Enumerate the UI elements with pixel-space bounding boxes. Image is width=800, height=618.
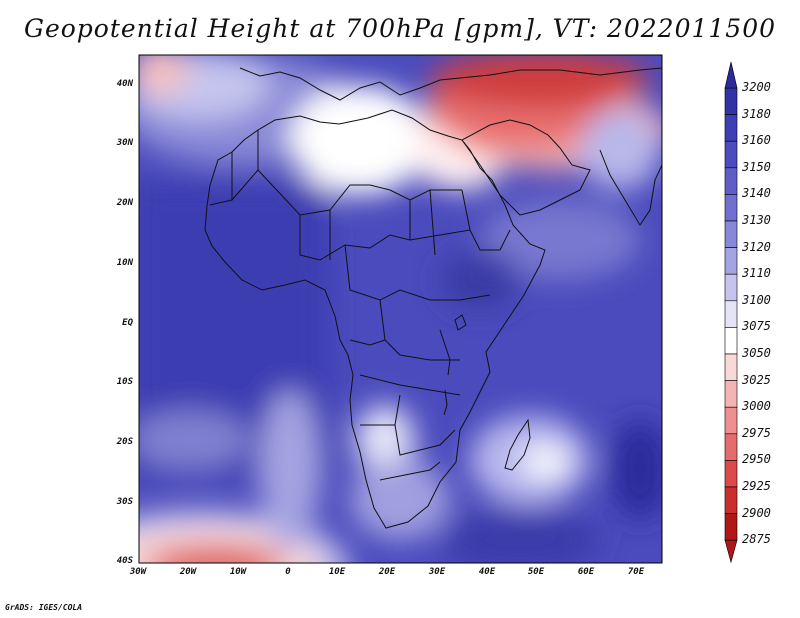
colorbar-level-label: 2950 (742, 452, 771, 467)
colorbar-level-label: 3130 (742, 213, 771, 227)
colorbar-level-label: 3160 (742, 133, 771, 148)
colorbar-swatch (724, 194, 738, 222)
colorbar-level-label: 2975 (742, 425, 771, 440)
colorbar-top-triangle (724, 61, 738, 89)
colorbar-level-label: 3150 (742, 159, 771, 174)
colorbar-swatch (724, 167, 738, 195)
y-tick-label: 10N (116, 258, 133, 268)
colorbar-swatch (724, 114, 738, 142)
colorbar-level-label: 3200 (742, 80, 771, 94)
x-tick-label: 30W (129, 567, 147, 577)
colorbar-level-label: 3100 (742, 292, 771, 307)
colorbar-level-label: 2875 (742, 532, 771, 547)
y-tick-label: 20N (116, 198, 133, 208)
colorbar-swatch (724, 406, 738, 435)
colorbar (724, 61, 738, 564)
india-coastline (599, 149, 662, 226)
colorbar-swatch (724, 486, 738, 514)
y-tick-label: 40N (116, 79, 133, 89)
y-tick-label: 40S (116, 556, 133, 566)
colorbar-swatch (724, 380, 738, 408)
colorbar-swatch (724, 433, 738, 461)
africa-coastline (204, 109, 546, 529)
colorbar-level-label: 3140 (742, 186, 771, 201)
x-tick-label: 10E (328, 567, 346, 577)
colorbar-swatch (724, 140, 738, 169)
x-tick-label: 60E (577, 567, 595, 577)
x-tick-label: 50E (527, 567, 545, 577)
x-tick-label: 30E (428, 567, 446, 577)
colorbar-level-label: 2925 (742, 479, 771, 493)
madagascar-coastline (504, 418, 531, 471)
country-borders (209, 130, 511, 481)
credit-label: GrADS: IGES/COLA (5, 603, 83, 612)
colorbar-swatch (724, 327, 738, 355)
colorbar-level-label: 3075 (742, 319, 771, 334)
colorbar-swatch (724, 353, 738, 381)
y-tick-label: EQ (122, 318, 133, 328)
y-tick-label: 10S (116, 377, 133, 387)
x-tick-label: 0 (285, 567, 291, 577)
colorbar-level-label: 2900 (742, 505, 771, 520)
chart-title: Geopotential Height at 700hPa [gpm], VT:… (23, 14, 777, 43)
x-tick-label: 70E (627, 567, 645, 577)
colorbar-bottom-triangle (724, 539, 738, 564)
colorbar-swatch (724, 247, 738, 275)
colorbar-level-label: 3120 (742, 239, 771, 254)
europe-coastline (239, 67, 662, 101)
colorbar-level-label: 3000 (742, 399, 771, 414)
colorbar-level-label: 3180 (742, 106, 771, 121)
height-field (139, 55, 662, 563)
colorbar-swatch (724, 273, 738, 302)
coastlines-borders (204, 67, 662, 529)
map-frame (138, 54, 663, 564)
x-tick-label: 40E (478, 567, 496, 577)
colorbar-level-label: 3050 (742, 346, 771, 360)
lakes (439, 314, 467, 416)
colorbar-swatch (724, 87, 738, 115)
y-tick-label: 30S (116, 497, 133, 507)
colorbar-swatch (724, 300, 738, 328)
colorbar-swatch (724, 460, 738, 488)
colorbar-level-label: 3025 (742, 372, 771, 387)
y-tick-label: 20S (116, 437, 133, 447)
x-tick-label: 10W (229, 567, 247, 577)
y-tick-label: 30N (116, 138, 133, 148)
x-tick-label: 20E (378, 567, 396, 577)
colorbar-level-label: 3110 (742, 266, 771, 281)
x-tick-label: 20W (179, 567, 197, 577)
colorbar-swatch (724, 220, 738, 248)
arabia-coastline (461, 119, 591, 216)
colorbar-swatch (724, 513, 738, 541)
